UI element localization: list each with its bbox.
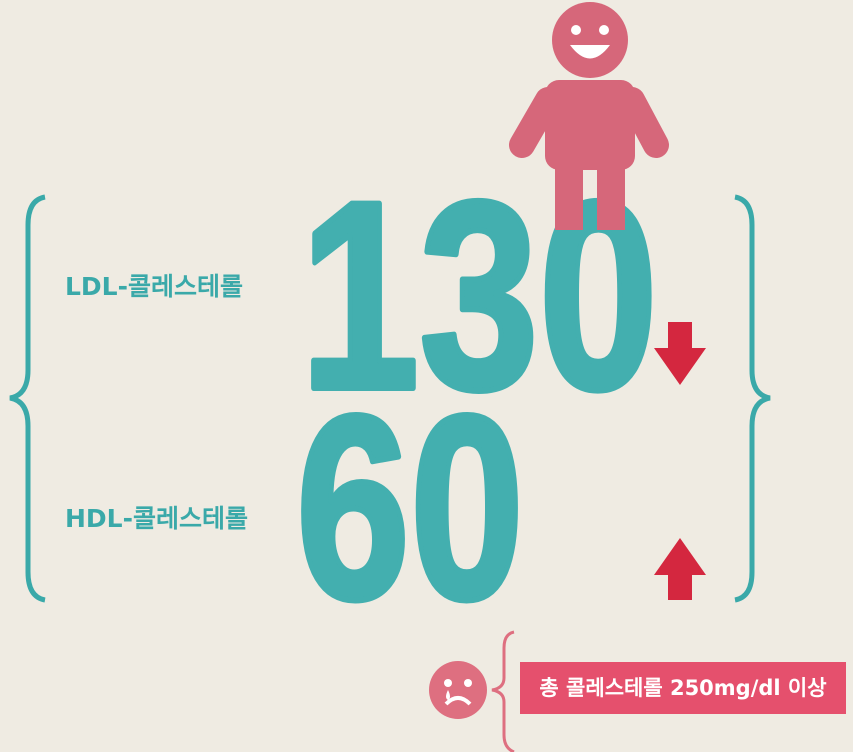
hdl-value: 60 bbox=[296, 361, 524, 654]
hdl-label: HDL-콜레스테롤 bbox=[65, 504, 248, 533]
ldl-label: LDL-콜레스테롤 bbox=[65, 272, 243, 301]
note-text: 총 콜레스테롤 250mg/dl 이상 bbox=[539, 676, 826, 700]
sad-face bbox=[429, 661, 487, 719]
page: LDL-콜레스테롤 HDL-콜레스테롤 130 60 총 콜레스테롤 250mg… bbox=[0, 0, 853, 752]
infographic: LDL-콜레스테롤 HDL-콜레스테롤 130 60 총 콜레스테롤 250mg… bbox=[0, 0, 853, 752]
